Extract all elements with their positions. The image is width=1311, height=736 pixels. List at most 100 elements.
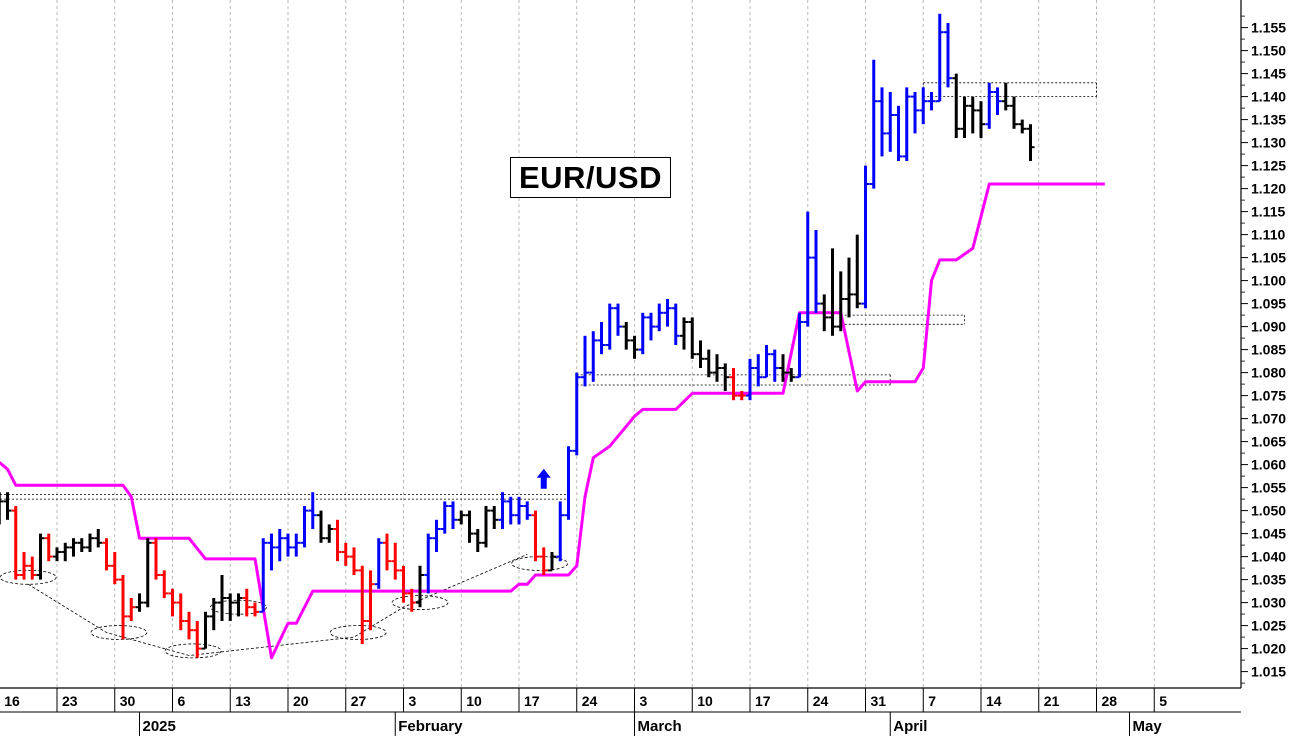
ohlc-bar xyxy=(638,312,647,355)
ohlc-bar xyxy=(754,354,763,387)
ohlc-bar xyxy=(1001,82,1010,111)
price-tick-label: 1.095 xyxy=(1251,296,1286,312)
price-tick-label: 1.120 xyxy=(1251,181,1286,197)
date-tick-label: 21 xyxy=(1044,693,1060,709)
price-tick-label: 1.030 xyxy=(1251,595,1286,611)
pivot-ellipse xyxy=(391,595,449,610)
ohlc-bar xyxy=(350,547,358,575)
ohlc-bar xyxy=(11,506,20,580)
ohlc-bar xyxy=(1018,119,1027,134)
ohlc-bar xyxy=(729,368,738,401)
ohlc-bar xyxy=(663,299,672,327)
ohlc-bar xyxy=(424,533,433,594)
ohlc-bar xyxy=(919,87,928,125)
ohlc-bar xyxy=(671,303,680,345)
ohlc-bar xyxy=(737,391,746,401)
ohlc-bar xyxy=(168,588,177,617)
ohlc-bar xyxy=(539,547,548,575)
ohlc-bar xyxy=(251,602,259,617)
date-tick-label: 10 xyxy=(466,693,482,709)
ohlc-bar xyxy=(721,363,730,391)
price-tick-label: 1.070 xyxy=(1251,411,1286,427)
ohlc-bar xyxy=(770,349,779,382)
ohlc-bar xyxy=(449,501,457,529)
date-tick-label: 13 xyxy=(235,693,251,709)
ohlc-bar xyxy=(944,23,952,88)
price-tick-label: 1.025 xyxy=(1251,618,1286,634)
ohlc-bar xyxy=(572,372,581,456)
price-tick-label: 1.150 xyxy=(1251,43,1286,59)
price-tick-label: 1.155 xyxy=(1251,20,1286,36)
ohlc-bar xyxy=(44,533,53,562)
ohlc-bar xyxy=(127,598,136,621)
ohlc-bar xyxy=(927,92,936,111)
ohlc-bar xyxy=(226,593,235,621)
price-tick-label: 1.085 xyxy=(1251,342,1286,358)
ohlc-bar xyxy=(218,575,226,621)
pivot-ellipse xyxy=(90,625,148,640)
ohlc-bar xyxy=(317,510,325,543)
ohlc-bar xyxy=(28,556,37,580)
ohlc-bar xyxy=(820,294,829,332)
ohlc-bar xyxy=(407,588,416,612)
ohlc-bar xyxy=(869,59,878,189)
trailing-stop-line xyxy=(0,182,1105,660)
ohlc-bar xyxy=(358,565,367,644)
ohlc-bar xyxy=(531,510,540,562)
ohlc-bar xyxy=(1026,124,1035,161)
price-tick-label: 1.015 xyxy=(1251,664,1286,680)
ohlc-bar xyxy=(209,598,218,631)
ohlc-bar xyxy=(548,552,556,572)
ohlc-bar xyxy=(160,570,169,598)
price-tick-label: 1.080 xyxy=(1251,365,1286,381)
ohlc-bar xyxy=(828,248,837,336)
date-axis: 1623306132027310172431017243171421285r20… xyxy=(0,687,1241,736)
price-tick-label: 1.100 xyxy=(1251,273,1286,289)
month-label: 2025 xyxy=(143,718,176,735)
ohlc-bar xyxy=(275,529,284,562)
ohlc-bar xyxy=(515,496,523,525)
ohlc-bar xyxy=(383,533,391,571)
ohlc-bar xyxy=(185,611,193,640)
ohlc-bar xyxy=(102,538,111,571)
date-tick-label: 17 xyxy=(755,693,771,709)
ohlc-bar xyxy=(556,501,565,562)
ohlc-bar xyxy=(647,312,655,341)
ohlc-bar xyxy=(836,271,845,332)
ohlc-bar xyxy=(284,533,292,557)
price-tick-label: 1.065 xyxy=(1251,434,1286,450)
price-tick-label: 1.040 xyxy=(1251,549,1286,565)
ohlc-bar xyxy=(861,165,870,309)
date-tick-label: 28 xyxy=(1102,693,1118,709)
price-tick-label: 1.020 xyxy=(1251,641,1286,657)
ohlc-bar xyxy=(564,446,573,520)
ohlc-bar xyxy=(523,501,532,520)
ohlc-bar xyxy=(374,538,383,589)
ohlc-bar xyxy=(614,303,622,336)
ohlc-bar xyxy=(952,73,961,138)
ohlc-bar xyxy=(762,345,771,379)
ohlc-bar xyxy=(746,358,754,401)
ohlc-bar xyxy=(259,538,268,613)
date-tick-label: 24 xyxy=(582,693,598,709)
ohlc-bar xyxy=(61,542,70,562)
ohlc-bar xyxy=(787,368,796,382)
ohlc-bar xyxy=(886,92,895,152)
ohlc-bar xyxy=(894,105,903,161)
ohlc-bar xyxy=(292,533,301,557)
ohlc-bar xyxy=(581,335,589,387)
date-tick-label: 31 xyxy=(871,693,887,709)
ohlc-bar xyxy=(589,331,598,382)
ohlc-bar xyxy=(300,506,309,548)
price-tick-label: 1.110 xyxy=(1251,227,1285,243)
price-tick-label: 1.050 xyxy=(1251,503,1286,519)
price-tick-label: 1.115 xyxy=(1251,204,1285,220)
ohlc-bar xyxy=(193,621,202,658)
stop-line xyxy=(0,182,1105,660)
ohlc-bar xyxy=(457,510,466,525)
price-tick-label: 1.135 xyxy=(1251,112,1286,128)
ohlc-bar xyxy=(36,533,45,580)
ohlc-bar xyxy=(845,257,853,318)
ohlc-bar xyxy=(985,82,994,129)
